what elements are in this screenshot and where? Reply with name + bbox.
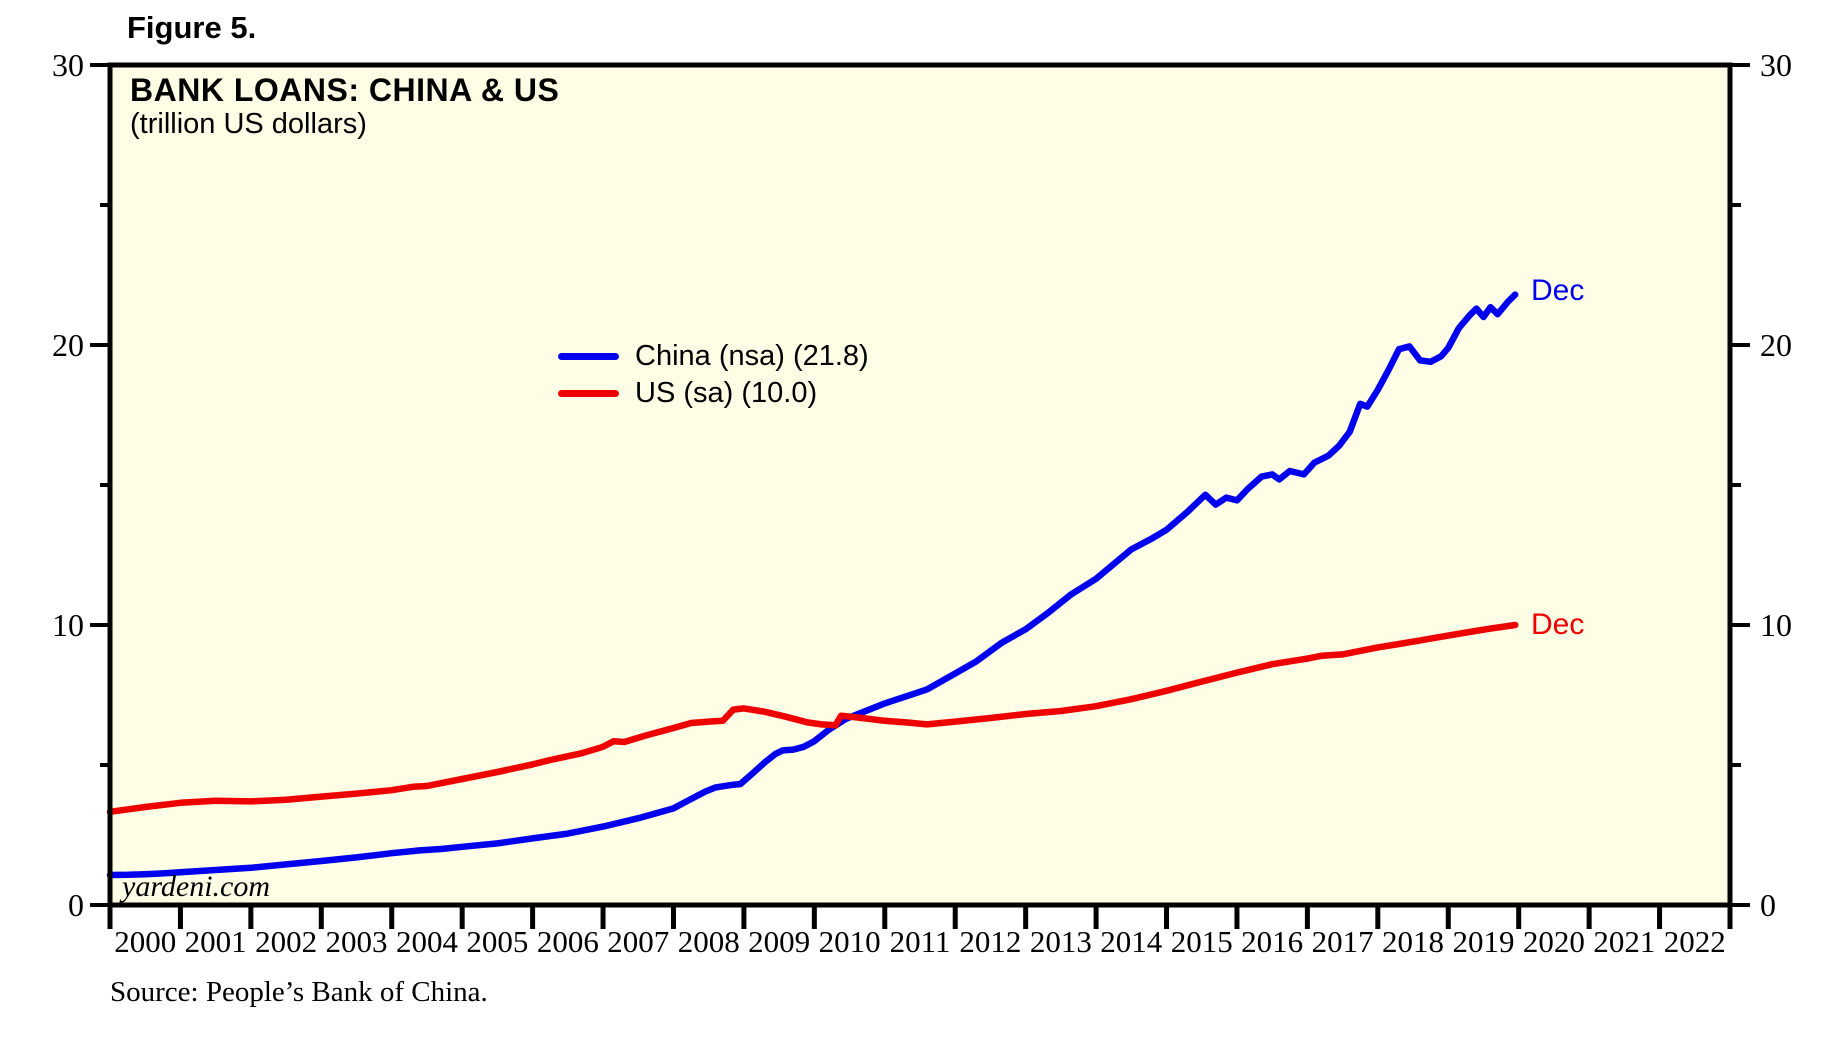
y-tick-label-left: 0: [68, 887, 84, 923]
y-tick-label-right: 30: [1760, 47, 1792, 83]
legend-label-us: US (sa) (10.0): [635, 377, 818, 409]
x-year-label: 2017: [1312, 924, 1374, 959]
x-year-label: 2015: [1171, 924, 1233, 959]
x-year-label: 2000: [114, 924, 176, 959]
us-latest-annotation: Dec: [1531, 608, 1585, 641]
x-year-label: 2010: [819, 924, 881, 959]
plot-area: [110, 65, 1730, 905]
china-line: [106, 291, 1519, 879]
x-year-label: 2007: [607, 924, 669, 959]
legend-row-us: US (sa) (10.0): [558, 375, 869, 412]
x-year-label: 2002: [255, 924, 317, 959]
legend: China (nsa) (21.8) US (sa) (10.0): [558, 338, 869, 412]
china-line-swatch: [558, 353, 619, 360]
x-year-label: 2016: [1241, 924, 1303, 959]
x-year-label: 2013: [1030, 924, 1092, 959]
x-year-label: 2005: [466, 924, 528, 959]
x-year-label: 2018: [1382, 924, 1444, 959]
y-tick-label-left: 20: [52, 327, 84, 363]
legend-label-china: China (nsa) (21.8): [635, 340, 869, 372]
y-tick-label-right: 0: [1760, 887, 1776, 923]
watermark: yardeni.com: [122, 870, 271, 903]
y-tick-label-right: 10: [1760, 607, 1792, 643]
x-year-label: 2001: [185, 924, 247, 959]
x-year-label: 2009: [748, 924, 810, 959]
x-year-label: 2020: [1523, 924, 1585, 959]
plot-border: [107, 62, 1733, 908]
china-latest-annotation: Dec: [1531, 274, 1585, 307]
x-year-label: 2021: [1593, 924, 1655, 959]
y-tick-label-left: 30: [52, 47, 84, 83]
chart-subtitle: (trillion US dollars): [130, 108, 367, 140]
x-year-label: 2012: [959, 924, 1021, 959]
x-year-label: 2008: [678, 924, 740, 959]
x-year-label: 2003: [326, 924, 388, 959]
x-year-label: 2006: [537, 924, 599, 959]
legend-row-china: China (nsa) (21.8): [558, 338, 869, 375]
y-tick-label-right: 20: [1760, 327, 1792, 363]
x-year-label: 2022: [1664, 924, 1726, 959]
x-year-label: 2004: [396, 924, 459, 959]
chart-title: BANK LOANS: CHINA & US: [130, 72, 560, 108]
x-year-label: 2014: [1100, 924, 1163, 959]
source-note: Source: People’s Bank of China.: [110, 976, 488, 1008]
x-year-label: 2011: [890, 924, 951, 959]
x-year-label: 2019: [1452, 924, 1514, 959]
figure-label: Figure 5.: [127, 10, 257, 45]
us-line: [106, 621, 1519, 816]
us-line-swatch: [558, 390, 619, 397]
y-tick-label-left: 10: [52, 607, 84, 643]
